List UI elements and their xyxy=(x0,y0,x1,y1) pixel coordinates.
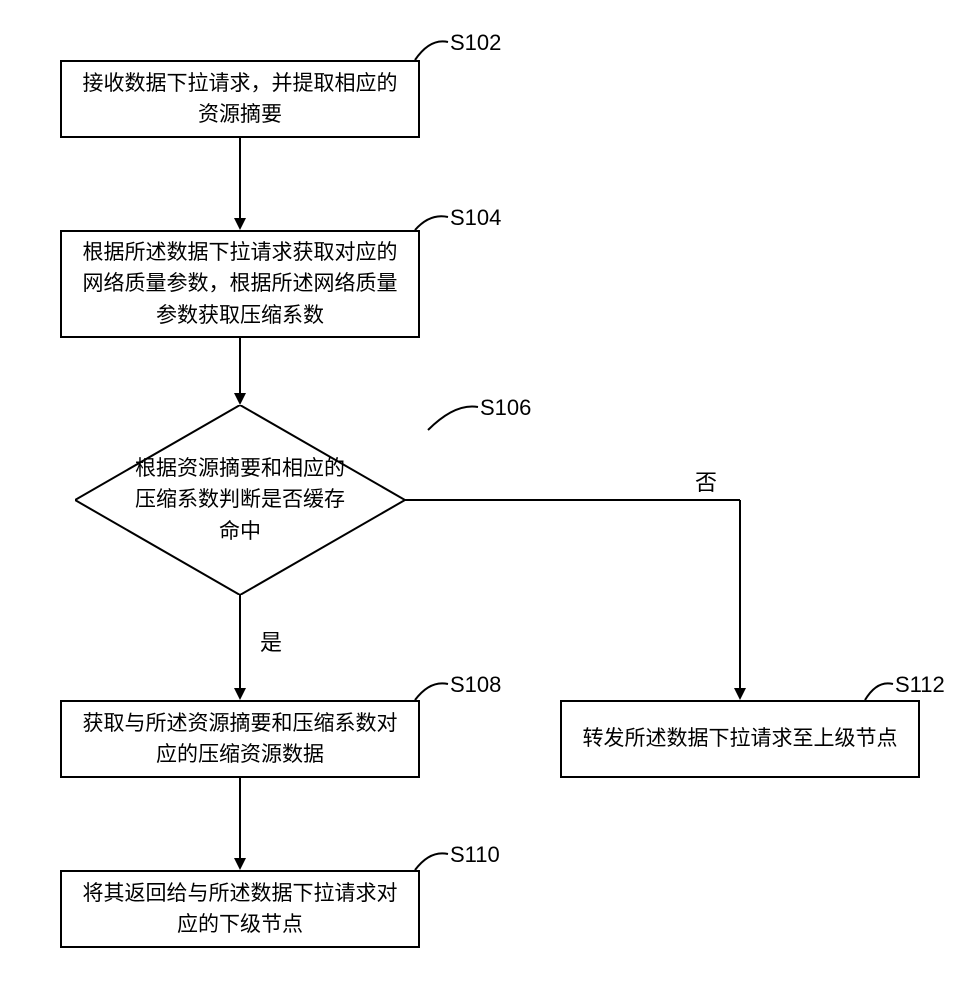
label-s112: S112 xyxy=(895,672,945,698)
step-s102-box: 接收数据下拉请求，并提取相应的资源摘要 xyxy=(60,60,420,138)
step-s110-box: 将其返回给与所述数据下拉请求对应的下级节点 xyxy=(60,870,420,948)
label-s108: S108 xyxy=(450,672,501,698)
label-s106: S106 xyxy=(480,395,531,421)
step-s112-box: 转发所述数据下拉请求至上级节点 xyxy=(560,700,920,778)
step-s110-text: 将其返回给与所述数据下拉请求对应的下级节点 xyxy=(78,878,402,941)
step-s104-box: 根据所述数据下拉请求获取对应的网络质量参数，根据所述网络质量参数获取压缩系数 xyxy=(60,230,420,338)
label-no: 否 xyxy=(695,465,717,497)
step-s104-text: 根据所述数据下拉请求获取对应的网络质量参数，根据所述网络质量参数获取压缩系数 xyxy=(78,237,402,332)
decision-s106-text: 根据资源摘要和相应的压缩系数判断是否缓存命中 xyxy=(75,405,405,595)
decision-s106: 根据资源摘要和相应的压缩系数判断是否缓存命中 xyxy=(75,405,405,595)
step-s102-text: 接收数据下拉请求，并提取相应的资源摘要 xyxy=(78,68,402,131)
label-s104: S104 xyxy=(450,205,501,231)
label-s102: S102 xyxy=(450,30,501,56)
label-s110: S110 xyxy=(450,842,500,868)
label-yes: 是 xyxy=(260,625,282,657)
step-s112-text: 转发所述数据下拉请求至上级节点 xyxy=(583,723,898,755)
step-s108-text: 获取与所述资源摘要和压缩系数对应的压缩资源数据 xyxy=(78,708,402,771)
step-s108-box: 获取与所述资源摘要和压缩系数对应的压缩资源数据 xyxy=(60,700,420,778)
